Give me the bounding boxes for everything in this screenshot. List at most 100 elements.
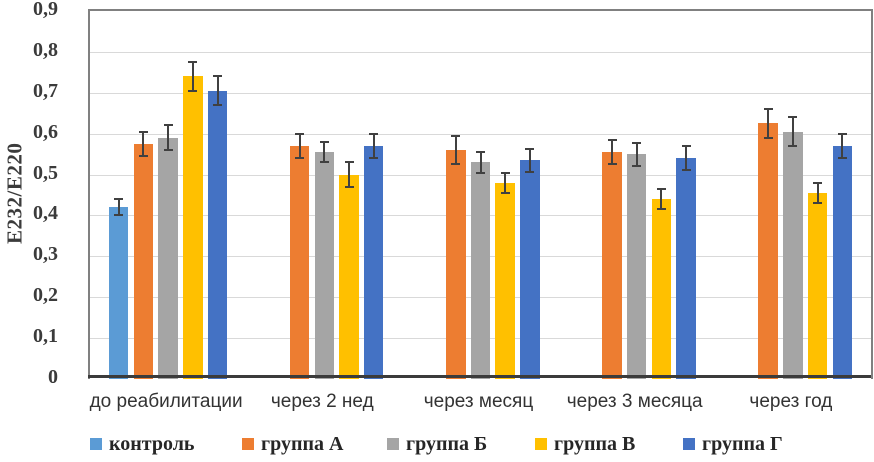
gridline-0,6 [90,133,871,135]
y-tick-label: 0,3 [33,243,58,266]
error-bar [142,131,145,157]
error-bar-cap-top [763,108,773,111]
error-bar-cap-bottom [476,171,485,174]
bar-series-5-cat-3 [520,160,540,379]
gridline-0,7 [90,92,871,94]
error-bar [323,141,326,163]
error-bar-cap-top [656,187,666,190]
bar-series-5-cat-5 [832,145,853,379]
error-bar-cap-bottom [295,157,305,160]
legend-swatch-icon [242,438,254,450]
bar-series-4-cat-5 [807,192,828,379]
error-bar-cap-bottom [813,202,823,205]
y-axis-title: Е232/Е220 [2,142,27,244]
error-bar-cap-top [138,130,148,133]
y-tick-label: 0,5 [33,161,58,184]
legend-swatch-icon [90,438,102,450]
error-bar-cap-top [788,116,798,119]
error-bar [635,142,638,166]
error-bar-cap-bottom [451,163,461,166]
legend-label: группа В [554,432,636,455]
bar-series-4-cat-1 [183,76,203,379]
bar-series-3-cat-4 [626,154,647,379]
legend-item: группа Б [387,431,487,457]
x-category-label: через месяц [423,391,534,412]
error-bar [791,117,794,146]
error-bar [348,162,350,187]
error-bar [816,182,819,204]
error-bar-cap-top [632,141,642,144]
x-category-label: до реабилитации [89,391,243,412]
y-tick-label: 0,7 [33,79,58,102]
error-bar-cap-top [525,147,535,150]
y-tick-label: 0,4 [33,202,58,225]
error-bar-cap-top [295,132,305,135]
error-bar-cap-bottom [319,161,329,164]
error-bar-cap-bottom [763,136,773,139]
bar-series-3-cat-1 [158,137,178,379]
error-bar [685,145,688,171]
error-bar-cap-bottom [344,185,354,188]
error-bar-cap-bottom [681,169,691,172]
error-bar [298,133,301,159]
error-bar-cap-top [213,75,222,78]
y-tick-label: 0,9 [33,0,58,20]
error-bar [767,109,770,138]
bar-series-4-cat-4 [651,199,672,379]
error-bar [504,172,507,193]
bar-series-2-cat-1 [133,143,154,379]
error-bar-cap-bottom [632,164,642,167]
error-bar-cap-bottom [369,157,379,160]
error-bar-cap-top [681,144,691,147]
legend-item: группа В [535,431,635,457]
error-bar-cap-top [344,161,354,164]
x-category-label: через 3 месяца [566,391,703,412]
bar-series-4-cat-3 [495,182,515,379]
error-bar-cap-bottom [114,214,124,217]
error-bar-cap-top [500,171,510,174]
bar-series-2-cat-3 [446,150,466,379]
error-bar [611,139,613,165]
y-tick-label: 0,8 [33,38,58,61]
legend-label: группа Г [702,432,783,455]
legend-label: группа А [261,432,344,455]
error-bar [454,135,457,165]
bar-series-4-cat-2 [339,174,359,379]
error-bar-cap-top [607,138,617,141]
y-tick-label: 0 [48,366,58,388]
error-bar-cap-bottom [138,155,148,158]
error-bar-cap-bottom [656,208,666,211]
bar-series-2-cat-5 [758,123,778,379]
plot-area [88,9,873,379]
legend-item: контроль [90,431,195,457]
error-bar-cap-top [476,151,485,154]
bar-series-5-cat-2 [363,145,384,379]
error-bar [660,188,663,210]
error-bar-cap-top [451,134,461,137]
error-bar [191,62,194,91]
legend-label: контроль [109,432,195,455]
bar-series-2-cat-2 [289,145,310,379]
error-bar-cap-top [114,198,124,201]
bar-series-5-cat-4 [676,158,696,379]
bar-series-3-cat-5 [783,131,803,379]
bar-series-1-cat-1 [108,207,129,379]
error-bar [372,133,375,159]
error-bar [167,125,170,151]
legend-swatch-icon [683,438,695,450]
y-tick-label: 0,6 [33,120,58,143]
bar-series-2-cat-4 [602,152,622,379]
legend-swatch-icon [535,438,547,450]
error-bar-cap-bottom [188,89,198,92]
error-bar [117,199,120,216]
error-bar-cap-top [319,140,329,143]
error-bar-cap-top [188,61,198,64]
bar-series-5-cat-1 [207,90,228,379]
error-bar [479,152,482,173]
error-bar [216,76,219,106]
error-bar [841,133,844,159]
error-bar-cap-bottom [500,191,510,194]
x-axis-line [88,375,871,378]
error-bar-cap-bottom [788,144,798,147]
